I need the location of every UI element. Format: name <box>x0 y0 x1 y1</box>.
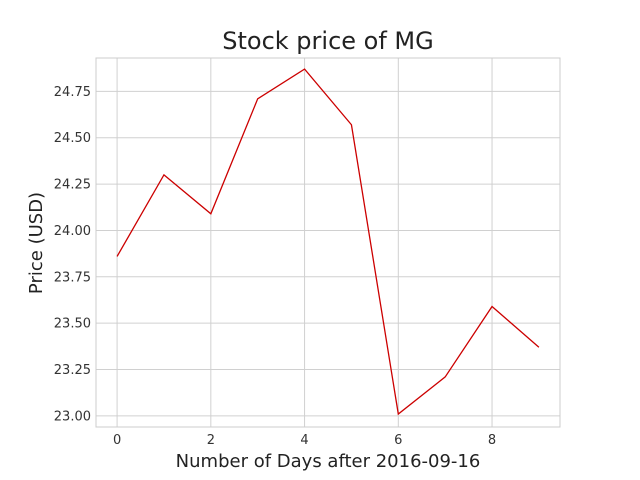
plot-frame <box>95 57 561 428</box>
series-group <box>116 68 540 416</box>
y-tick-label: 24.75 <box>54 85 91 100</box>
x-tick-label: 6 <box>394 433 402 448</box>
y-tick-label: 24.50 <box>54 131 91 146</box>
y-tick-label: 23.50 <box>54 317 91 332</box>
x-tick-label: 8 <box>488 433 496 448</box>
y-tick-label: 24.25 <box>54 178 91 193</box>
y-tick-label: 23.00 <box>54 409 91 424</box>
chart-title: Stock price of MG <box>222 27 433 55</box>
y-tick-label: 23.25 <box>54 363 91 378</box>
y-axis-title: Price (USD) <box>26 192 47 294</box>
x-tick-label: 2 <box>207 433 215 448</box>
y-tick-labels: 23.00 23.25 23.50 23.75 24.00 24.25 24.50 24.75 <box>54 85 91 424</box>
y-tick-label: 23.75 <box>54 270 91 285</box>
grid-lines <box>96 58 560 427</box>
y-tick-label: 24.00 <box>54 224 91 239</box>
x-tick-label: 0 <box>113 433 121 448</box>
x-tick-labels: 0 2 4 6 8 <box>113 433 496 448</box>
x-tick-label: 4 <box>300 433 308 448</box>
price-series-line <box>116 68 540 416</box>
x-axis-title: Number of Days after 2016-09-16 <box>176 451 481 472</box>
